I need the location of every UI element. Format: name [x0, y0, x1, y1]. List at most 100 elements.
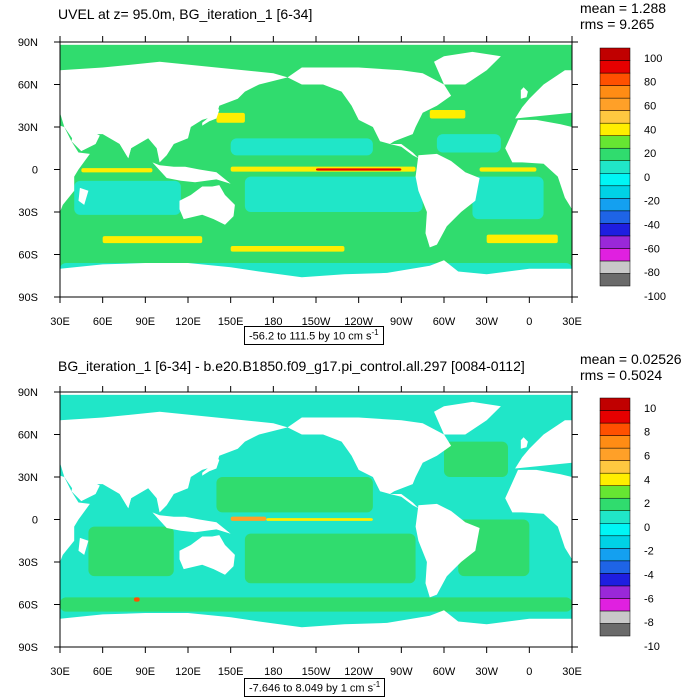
bottom-mean: mean = 0.02526 — [580, 351, 682, 367]
bottom-lon-label: 90W — [390, 666, 413, 678]
top-gulf-stream — [429, 110, 466, 119]
top-land-uk — [520, 87, 528, 99]
bottom-lon-label: 150W — [302, 666, 331, 678]
top-land-africa-east — [60, 125, 90, 212]
bottom-colorbar-box — [599, 397, 631, 411]
bottom-colorbar-box — [599, 460, 631, 474]
bottom-colorbar-box — [599, 560, 631, 574]
top-land-greenland — [434, 51, 501, 85]
bottom-colorbar-box — [599, 447, 631, 461]
bottom-colorbar-box — [599, 410, 631, 424]
top-panel-stats: mean = 1.288 rms = 9.265 — [580, 0, 666, 32]
bottom-lat-label: 60N — [18, 430, 38, 442]
bottom-lon-label: 30E — [562, 666, 582, 678]
bottom-land-uk — [520, 437, 528, 449]
bottom-panel: BG_iteration_1 [6-34] - b.e20.B1850.f09_… — [0, 350, 700, 700]
top-colorbar-box — [599, 248, 631, 262]
bottom-lon-label: 0 — [526, 666, 532, 678]
bottom-colorbar-label: 8 — [644, 427, 650, 439]
bottom-panel-stats: mean = 0.02526 rms = 0.5024 — [580, 351, 682, 383]
top-colorbar-box — [599, 198, 631, 212]
top-panel: UVEL at z= 95.0m, BG_iteration_1 [6-34] … — [18, 0, 666, 345]
bottom-lon-label: 60W — [433, 666, 456, 678]
top-kuroshio — [216, 112, 245, 123]
bottom-colorbar-label: 6 — [644, 451, 650, 463]
bottom-green-indian — [88, 526, 174, 577]
bottom-colorbar-label: 4 — [644, 474, 650, 486]
top-range-exponent: -1 — [371, 328, 379, 337]
bottom-lat-label: 90N — [18, 387, 38, 399]
top-colorbar-label: -60 — [644, 243, 660, 255]
top-colorbar-label: 0 — [644, 172, 650, 184]
bottom-colorbar-label: 10 — [644, 403, 656, 415]
top-lon-label: 30E — [562, 316, 582, 328]
top-land-madagascar — [78, 187, 89, 205]
bottom-range-box: -7.646 to 8.049 by 1 cm s-1 — [244, 678, 386, 697]
top-lon-label: 150E — [218, 316, 244, 328]
bottom-colorbar-label: -8 — [644, 617, 654, 629]
top-lon-label: 60W — [433, 316, 456, 328]
top-lon-label: 180 — [264, 316, 282, 328]
bottom-colorbar-label: 2 — [644, 498, 650, 510]
top-lon-label: 30W — [475, 316, 498, 328]
bottom-colorbar-box — [599, 497, 631, 511]
bottom-land-japan — [202, 457, 220, 476]
bottom-lon-label: 120W — [344, 666, 373, 678]
top-land-antarctica — [60, 260, 572, 297]
top-range-text: -56.2 to 111.5 by 10 cm s — [249, 330, 372, 343]
bottom-lon-label: 120E — [175, 666, 201, 678]
bottom-colorbar-box — [599, 610, 631, 624]
top-rms: rms = 9.265 — [580, 16, 655, 32]
top-panel-title: UVEL at z= 95.0m, BG_iteration_1 [6-34] — [58, 6, 313, 22]
top-land-africa — [505, 119, 572, 210]
top-colorbar-box — [599, 260, 631, 274]
bottom-colorbar-box — [599, 485, 631, 499]
top-colorbar-box — [599, 72, 631, 86]
bottom-lon-label: 30W — [475, 666, 498, 678]
bottom-colorbar-box — [599, 623, 631, 637]
top-land-north-america — [287, 67, 452, 144]
top-land-indonesia — [152, 162, 231, 184]
bottom-colorbar-label: -10 — [644, 641, 660, 653]
top-westward-south-indian — [74, 180, 181, 215]
top-colorbar-box — [599, 110, 631, 124]
top-mean: mean = 1.288 — [580, 0, 667, 16]
top-lon-label: 150W — [302, 316, 331, 328]
top-colorbar-box — [599, 160, 631, 174]
top-map-plot: 90N 60N 30N 0 30S 60S 90S 30E 60E 90E 120E 150E 180 1… — [18, 36, 666, 328]
bottom-lon-label: 30E — [50, 666, 70, 678]
top-colorbar-label: 40 — [644, 124, 656, 136]
top-acc-atlantic — [486, 234, 558, 244]
bottom-land-madagascar — [78, 537, 89, 555]
bottom-lat-label: 30N — [18, 472, 38, 484]
top-colorbar-box — [599, 235, 631, 249]
bottom-lat-label: 30S — [18, 557, 38, 569]
bottom-range-exponent: -1 — [373, 680, 381, 689]
bottom-land-south-america — [415, 503, 480, 598]
top-land-arabia — [71, 129, 100, 152]
bottom-green-north-atlantic — [444, 441, 508, 477]
bottom-land-africa — [505, 469, 572, 560]
top-lon-label: 60E — [93, 316, 113, 328]
top-land-europe-west — [515, 70, 572, 119]
top-lat-label: 0 — [32, 165, 38, 177]
top-land-central-america — [390, 144, 419, 159]
bottom-panel-title: BG_iteration_1 [6-34] - b.e20.B1850.f09_… — [58, 358, 525, 374]
top-land-south-america — [415, 153, 480, 248]
bottom-land-indonesia — [152, 512, 231, 534]
top-colorbar-label: -80 — [644, 267, 660, 279]
top-colorbar-label: 100 — [644, 53, 662, 65]
bottom-diff-equatorial-west — [230, 516, 267, 521]
top-colorbar-label: -100 — [644, 291, 666, 303]
top-colorbar-box — [599, 210, 631, 224]
top-colorbar-box — [599, 60, 631, 74]
top-colorbar-box — [599, 185, 631, 199]
bottom-colorbar-box — [599, 573, 631, 587]
top-lat-label: 90N — [18, 37, 38, 49]
top-colorbar-box — [599, 97, 631, 111]
bottom-colorbar-label: -4 — [644, 570, 654, 582]
top-land-india — [114, 135, 146, 159]
bottom-colorbar-box — [599, 422, 631, 436]
bottom-colorbar-box — [599, 598, 631, 612]
top-lat-label: 60N — [18, 80, 38, 92]
